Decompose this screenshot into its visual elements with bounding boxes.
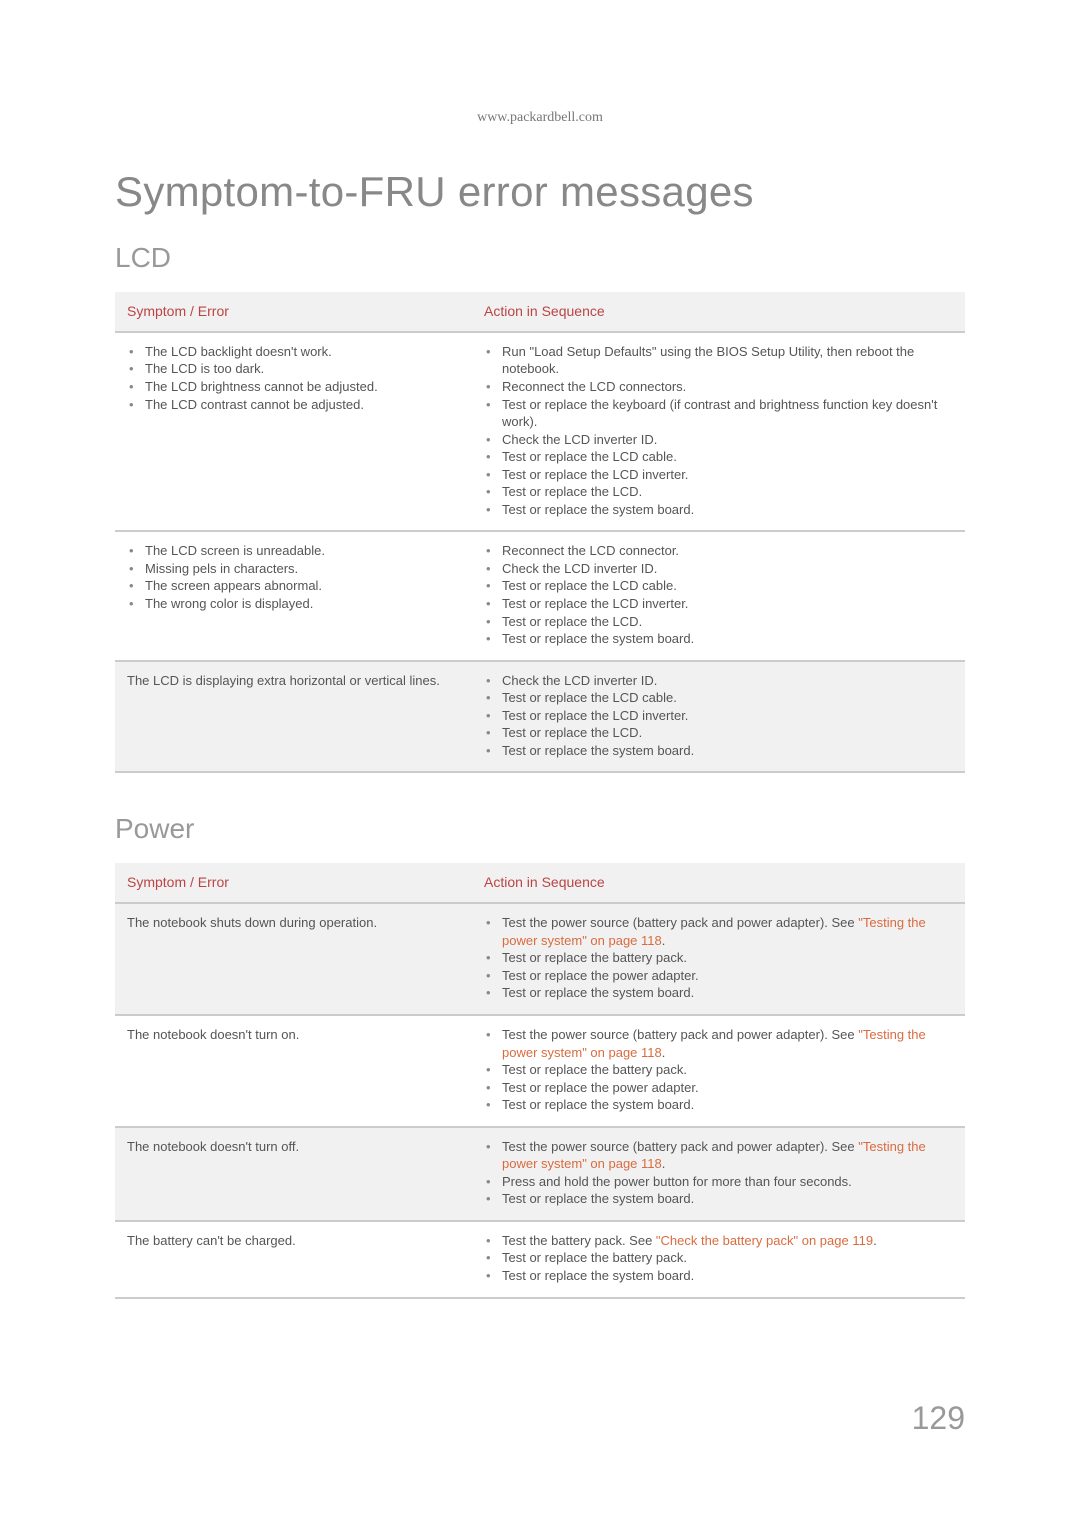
- list-item: Test or replace the LCD inverter.: [484, 466, 953, 484]
- list-item: Test or replace the system board.: [484, 742, 953, 760]
- list-item: Test or replace the system board.: [484, 630, 953, 648]
- list-item: Test the battery pack. See "Check the ba…: [484, 1232, 953, 1250]
- page-title: Symptom-to-FRU error messages: [115, 168, 965, 216]
- list-item: Test or replace the system board.: [484, 1190, 953, 1208]
- list-item: The LCD is too dark.: [127, 360, 460, 378]
- page-number: 129: [912, 1400, 965, 1437]
- list-item: The screen appears abnormal.: [127, 577, 460, 595]
- cross-reference-link[interactable]: "Testing the power system" on page 118: [502, 1027, 926, 1060]
- header-url: www.packardbell.com: [115, 110, 965, 126]
- list-item: Check the LCD inverter ID.: [484, 431, 953, 449]
- symptom-cell: The LCD screen is unreadable.Missing pel…: [115, 531, 472, 660]
- symptom-cell: The battery can't be charged.: [115, 1221, 472, 1298]
- list-item: Test or replace the system board.: [484, 1267, 953, 1285]
- list-item: Test the power source (battery pack and …: [484, 1138, 953, 1173]
- list-item: Test or replace the LCD.: [484, 613, 953, 631]
- symptom-cell: The LCD is displaying extra horizontal o…: [115, 661, 472, 773]
- list-item: Test the power source (battery pack and …: [484, 914, 953, 949]
- list-item: Test or replace the power adapter.: [484, 1079, 953, 1097]
- list-item: The LCD brightness cannot be adjusted.: [127, 378, 460, 396]
- action-cell: Test the power source (battery pack and …: [472, 1127, 965, 1221]
- table-row: The LCD is displaying extra horizontal o…: [115, 661, 965, 773]
- list-item: Test or replace the LCD inverter.: [484, 707, 953, 725]
- table-row: The LCD screen is unreadable.Missing pel…: [115, 531, 965, 660]
- list-item: Reconnect the LCD connectors.: [484, 378, 953, 396]
- column-header: Action in Sequence: [472, 292, 965, 332]
- fru-table: Symptom / ErrorAction in SequenceThe not…: [115, 863, 965, 1298]
- symptom-cell: The notebook shuts down during operation…: [115, 903, 472, 1015]
- list-item: Test or replace the LCD.: [484, 483, 953, 501]
- list-item: Press and hold the power button for more…: [484, 1173, 953, 1191]
- list-item: The wrong color is displayed.: [127, 595, 460, 613]
- list-item: The LCD contrast cannot be adjusted.: [127, 396, 460, 414]
- action-cell: Run "Load Setup Defaults" using the BIOS…: [472, 332, 965, 531]
- action-cell: Test the power source (battery pack and …: [472, 1015, 965, 1127]
- list-item: Run "Load Setup Defaults" using the BIOS…: [484, 343, 953, 378]
- list-item: Reconnect the LCD connector.: [484, 542, 953, 560]
- column-header: Symptom / Error: [115, 292, 472, 332]
- list-item: Missing pels in characters.: [127, 560, 460, 578]
- symptom-cell: The notebook doesn't turn on.: [115, 1015, 472, 1127]
- list-item: Test or replace the battery pack.: [484, 949, 953, 967]
- action-cell: Reconnect the LCD connector.Check the LC…: [472, 531, 965, 660]
- column-header: Action in Sequence: [472, 863, 965, 903]
- list-item: Test or replace the LCD inverter.: [484, 595, 953, 613]
- list-item: Test or replace the LCD.: [484, 724, 953, 742]
- action-cell: Test the power source (battery pack and …: [472, 903, 965, 1015]
- table-row: The notebook doesn't turn on. Test the po…: [115, 1015, 965, 1127]
- table-row: The battery can't be charged. Test the ba…: [115, 1221, 965, 1298]
- list-item: Test or replace the battery pack.: [484, 1061, 953, 1079]
- list-item: Test or replace the system board.: [484, 1096, 953, 1114]
- cross-reference-link[interactable]: "Check the battery pack" on page 119: [656, 1233, 873, 1248]
- list-item: Check the LCD inverter ID.: [484, 672, 953, 690]
- list-item: The LCD screen is unreadable.: [127, 542, 460, 560]
- symptom-cell: The notebook doesn't turn off.: [115, 1127, 472, 1221]
- list-item: Test or replace the LCD cable.: [484, 448, 953, 466]
- fru-table: Symptom / ErrorAction in SequenceThe LCD…: [115, 292, 965, 773]
- table-row: The notebook doesn't turn off. Test the p…: [115, 1127, 965, 1221]
- section-heading: Power: [115, 813, 965, 845]
- list-item: Test or replace the system board.: [484, 501, 953, 519]
- action-cell: Check the LCD inverter ID.Test or replac…: [472, 661, 965, 773]
- list-item: Test or replace the LCD cable.: [484, 577, 953, 595]
- list-item: Test or replace the system board.: [484, 984, 953, 1002]
- list-item: Test or replace the power adapter.: [484, 967, 953, 985]
- section-heading: LCD: [115, 242, 965, 274]
- list-item: Test or replace the LCD cable.: [484, 689, 953, 707]
- symptom-cell: The LCD backlight doesn't work.The LCD i…: [115, 332, 472, 531]
- table-row: The LCD backlight doesn't work.The LCD i…: [115, 332, 965, 531]
- cross-reference-link[interactable]: "Testing the power system" on page 118: [502, 915, 926, 948]
- cross-reference-link[interactable]: "Testing the power system" on page 118: [502, 1139, 926, 1172]
- list-item: The LCD backlight doesn't work.: [127, 343, 460, 361]
- list-item: Test or replace the keyboard (if contras…: [484, 396, 953, 431]
- action-cell: Test the battery pack. See "Check the ba…: [472, 1221, 965, 1298]
- list-item: Test the power source (battery pack and …: [484, 1026, 953, 1061]
- column-header: Symptom / Error: [115, 863, 472, 903]
- list-item: Test or replace the battery pack.: [484, 1249, 953, 1267]
- table-row: The notebook shuts down during operation…: [115, 903, 965, 1015]
- list-item: Check the LCD inverter ID.: [484, 560, 953, 578]
